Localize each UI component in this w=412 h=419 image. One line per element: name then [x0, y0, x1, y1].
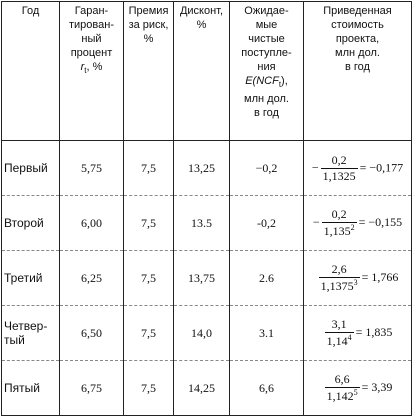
header-text: , %	[86, 61, 103, 73]
table-cell: 6,25	[59, 250, 124, 306]
denominator-base: 1,14	[326, 334, 348, 348]
table-cell: 7,5	[123, 140, 174, 196]
denominator: 1,1425	[325, 388, 360, 404]
fraction: 6,6 1,1425	[324, 372, 360, 404]
formula-cell: 2,6 1,13753 = 1,766	[303, 250, 412, 306]
header-text: Гаран- тирован- ный процент	[69, 5, 114, 59]
header-row: Год Гаран- тирован- ный процент rt, % Прем…	[1, 1, 412, 141]
denominator-base: 1,1325	[322, 168, 356, 183]
table-cell: 2.6	[229, 250, 304, 306]
numerator: 0,2	[321, 207, 357, 223]
denominator: 1,1352	[322, 223, 357, 239]
table-cell: Первый	[1, 140, 60, 196]
table-cell: 6,75	[59, 360, 124, 416]
formula-sign: −	[312, 214, 320, 229]
numerator: 3,1	[324, 317, 354, 333]
table-cell: 7,5	[123, 305, 174, 361]
table-cell: -0,2	[229, 195, 304, 251]
table-cell: −0,2	[229, 140, 304, 196]
numerator: 2,6	[318, 262, 360, 278]
table-cell: 6,50	[59, 305, 124, 361]
header-text: Ожидае- мые чистые поступле- ния	[241, 5, 292, 73]
table-cell: 13,75	[173, 250, 230, 306]
table-cell: 7,5	[123, 360, 174, 416]
fraction: 0,2 1,1325	[320, 153, 358, 184]
formula-result: = 1,835	[355, 324, 393, 339]
table-cell: Пятый	[1, 360, 60, 416]
formula-result: = −0,177	[359, 159, 404, 174]
fraction: 2,6 1,13753	[318, 262, 360, 294]
denominator: 1,13753	[319, 278, 360, 294]
denominator: 1,1325	[321, 169, 358, 184]
header-cell: Ожидае- мые чистые поступле- ния E(NCFt)…	[229, 1, 304, 141]
header-cell: Гаран- тирован- ный процент rt, %	[59, 1, 124, 141]
denominator-base: 1,142	[326, 389, 354, 403]
exponent: 5	[353, 388, 358, 397]
header-cell: Премия за риск, %	[123, 1, 174, 141]
header-text: Премия за риск, %	[128, 5, 169, 45]
header-text: E(NCF	[245, 75, 279, 87]
table-cell: 5,75	[59, 140, 124, 196]
formula-cell: −0,2 1,1352 = −0,155	[303, 195, 412, 251]
table-cell: 7,5	[123, 195, 174, 251]
table-row: Пятый 6,75 7,5 14,25 6,6 6,6 1,1425 = 3,39	[1, 360, 412, 416]
table-row: Первый 5,75 7,5 13,25 −0,2−0,2 1,1325 = −0,177	[1, 140, 412, 196]
numerator: 6,6	[324, 372, 360, 388]
table-cell: 6,6	[229, 360, 304, 416]
denominator-base: 1,1375	[320, 279, 354, 293]
header-text: ), млн дол. в год	[244, 75, 289, 120]
table-cell: 6,00	[59, 195, 124, 251]
formula-cell: 6,6 1,1425 = 3,39	[303, 360, 412, 416]
formula-cell: −0,2 1,1325 = −0,177	[303, 140, 412, 196]
table-row: Второй 6,00 7,5 13.5 -0,2−0,2 1,1352 = −0,155	[1, 195, 412, 251]
numerator: 0,2	[320, 153, 358, 169]
exponent: 2	[350, 223, 355, 232]
table-cell: 13.5	[173, 195, 230, 251]
header-cell: Приведенная стоимость проекта, млн дол. …	[303, 1, 412, 141]
denominator-base: 1,135	[323, 224, 351, 238]
exponent: 4	[347, 333, 352, 342]
table-cell: Третий	[1, 250, 60, 306]
table-cell: 7,5	[123, 250, 174, 306]
formula-sign: −	[311, 159, 319, 174]
exponent: 3	[353, 278, 358, 287]
formula-result: = −0,155	[358, 214, 403, 229]
header-text: t	[84, 66, 87, 76]
formula-cell: 3,1 1,144 = 1,835	[303, 305, 412, 361]
table-cell: Четвер- тый	[1, 305, 60, 361]
header-text: Приведенная стоимость проекта, млн дол. …	[323, 5, 392, 73]
fraction: 0,2 1,1352	[321, 207, 357, 239]
fraction: 3,1 1,144	[324, 317, 354, 349]
header-cell: Дисконт, %	[173, 1, 230, 141]
header-text: r	[80, 61, 85, 73]
table-cell: 14,0	[173, 305, 230, 361]
table-cell: 14,25	[173, 360, 230, 416]
formula-result: = 3,39	[361, 379, 393, 394]
header-text: t	[278, 80, 282, 90]
header-cell: Год	[1, 1, 60, 141]
table-cell: 13,25	[173, 140, 230, 196]
table-body: Первый 5,75 7,5 13,25 −0,2−0,2 1,1325 = −0,177…	[1, 140, 412, 416]
denominator: 1,144	[325, 333, 354, 349]
header-text: Год	[21, 5, 40, 17]
table-row: Четвер- тый 6,50 7,5 14,0 3.1 3,1 1,144 = 1,835	[1, 305, 412, 361]
formula-result: = 1,766	[361, 269, 399, 284]
table-row: Третий 6,25 7,5 13,75 2.6 2,6 1,13753 = 1,766	[1, 250, 412, 306]
header-text: Дисконт, %	[179, 5, 224, 31]
table-cell: Второй	[1, 195, 60, 251]
table-cell: 3.1	[229, 305, 304, 361]
